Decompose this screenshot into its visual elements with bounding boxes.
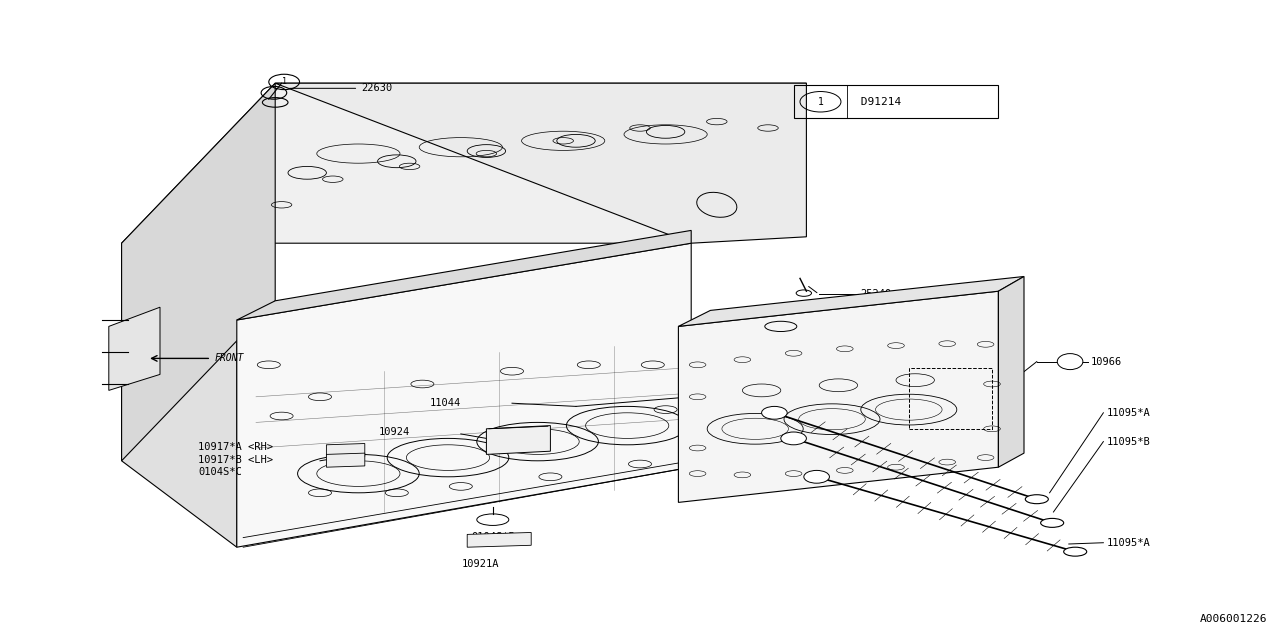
Polygon shape — [678, 276, 1024, 326]
Polygon shape — [122, 83, 806, 243]
Text: 1: 1 — [282, 77, 287, 86]
Polygon shape — [122, 243, 237, 547]
Text: 0104S*B: 0104S*B — [471, 532, 515, 543]
Text: 1: 1 — [818, 97, 823, 107]
Polygon shape — [326, 453, 365, 467]
Text: 10966: 10966 — [1091, 356, 1121, 367]
Text: 10917*B <LH>: 10917*B <LH> — [198, 454, 274, 465]
Text: 25240: 25240 — [860, 289, 891, 300]
Text: 10921A: 10921A — [461, 559, 499, 569]
Circle shape — [804, 470, 829, 483]
Text: 10917*A <RH>: 10917*A <RH> — [198, 442, 274, 452]
Polygon shape — [109, 307, 160, 390]
Polygon shape — [275, 83, 806, 243]
Text: 11044: 11044 — [430, 398, 461, 408]
Ellipse shape — [1057, 353, 1083, 370]
Polygon shape — [237, 243, 691, 547]
Polygon shape — [122, 83, 275, 461]
Polygon shape — [998, 276, 1024, 467]
Circle shape — [762, 406, 787, 419]
Text: 22630: 22630 — [361, 83, 392, 93]
Ellipse shape — [1025, 495, 1048, 504]
Text: FRONT: FRONT — [215, 353, 244, 364]
Polygon shape — [467, 532, 531, 547]
Bar — [794, 85, 998, 118]
Polygon shape — [237, 230, 691, 320]
Text: 11095*B: 11095*B — [1107, 436, 1151, 447]
Circle shape — [781, 432, 806, 445]
Polygon shape — [326, 444, 365, 458]
Text: 11095*A: 11095*A — [1107, 408, 1151, 418]
Text: 0104S*C: 0104S*C — [198, 467, 242, 477]
Polygon shape — [678, 291, 998, 502]
Text: 10924: 10924 — [379, 427, 410, 437]
Text: D91214: D91214 — [854, 97, 901, 107]
Text: 11095*A: 11095*A — [1107, 538, 1151, 548]
Text: A006001226: A006001226 — [1199, 614, 1267, 624]
Ellipse shape — [1041, 518, 1064, 527]
Ellipse shape — [1064, 547, 1087, 556]
Polygon shape — [486, 426, 550, 454]
